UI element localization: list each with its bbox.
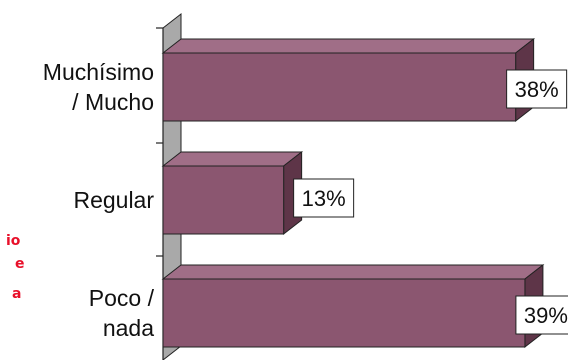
category-labels: Muchísimo / Mucho Regular Poco / nada <box>43 59 155 341</box>
bar-top-face <box>161 151 304 167</box>
data-label-0: 38% <box>506 69 568 109</box>
data-label-box <box>293 178 355 218</box>
bar-front-face <box>162 165 285 235</box>
bar-2 <box>161 263 545 349</box>
bars <box>161 37 545 349</box>
data-label-1: 13% <box>293 178 355 218</box>
data-labels: 38% 13% 39% <box>293 69 568 335</box>
category-label: nada <box>103 315 154 341</box>
category-label: Muchísimo <box>43 59 154 85</box>
data-label-text: 13% <box>302 186 346 211</box>
data-label-text: 38% <box>515 77 559 102</box>
data-label-box <box>506 69 568 109</box>
side-note: io ea <box>6 233 25 302</box>
data-label-text: 39% <box>524 303 568 328</box>
side-note-text: io <box>6 233 21 249</box>
bar-top-face <box>161 38 536 54</box>
category-label: Regular <box>73 187 154 213</box>
bar-top-face <box>161 264 545 280</box>
side-note-text: e <box>15 256 25 272</box>
data-label-2: 39% <box>515 295 568 335</box>
bar-front-face <box>162 278 526 348</box>
category-label: / Mucho <box>72 89 154 115</box>
bar-front-face <box>162 52 517 122</box>
bar-1 <box>161 150 304 236</box>
category-label: Poco / <box>89 285 155 311</box>
bar-0 <box>161 37 536 123</box>
data-label-box <box>515 295 568 335</box>
side-note-text: a <box>12 286 21 302</box>
